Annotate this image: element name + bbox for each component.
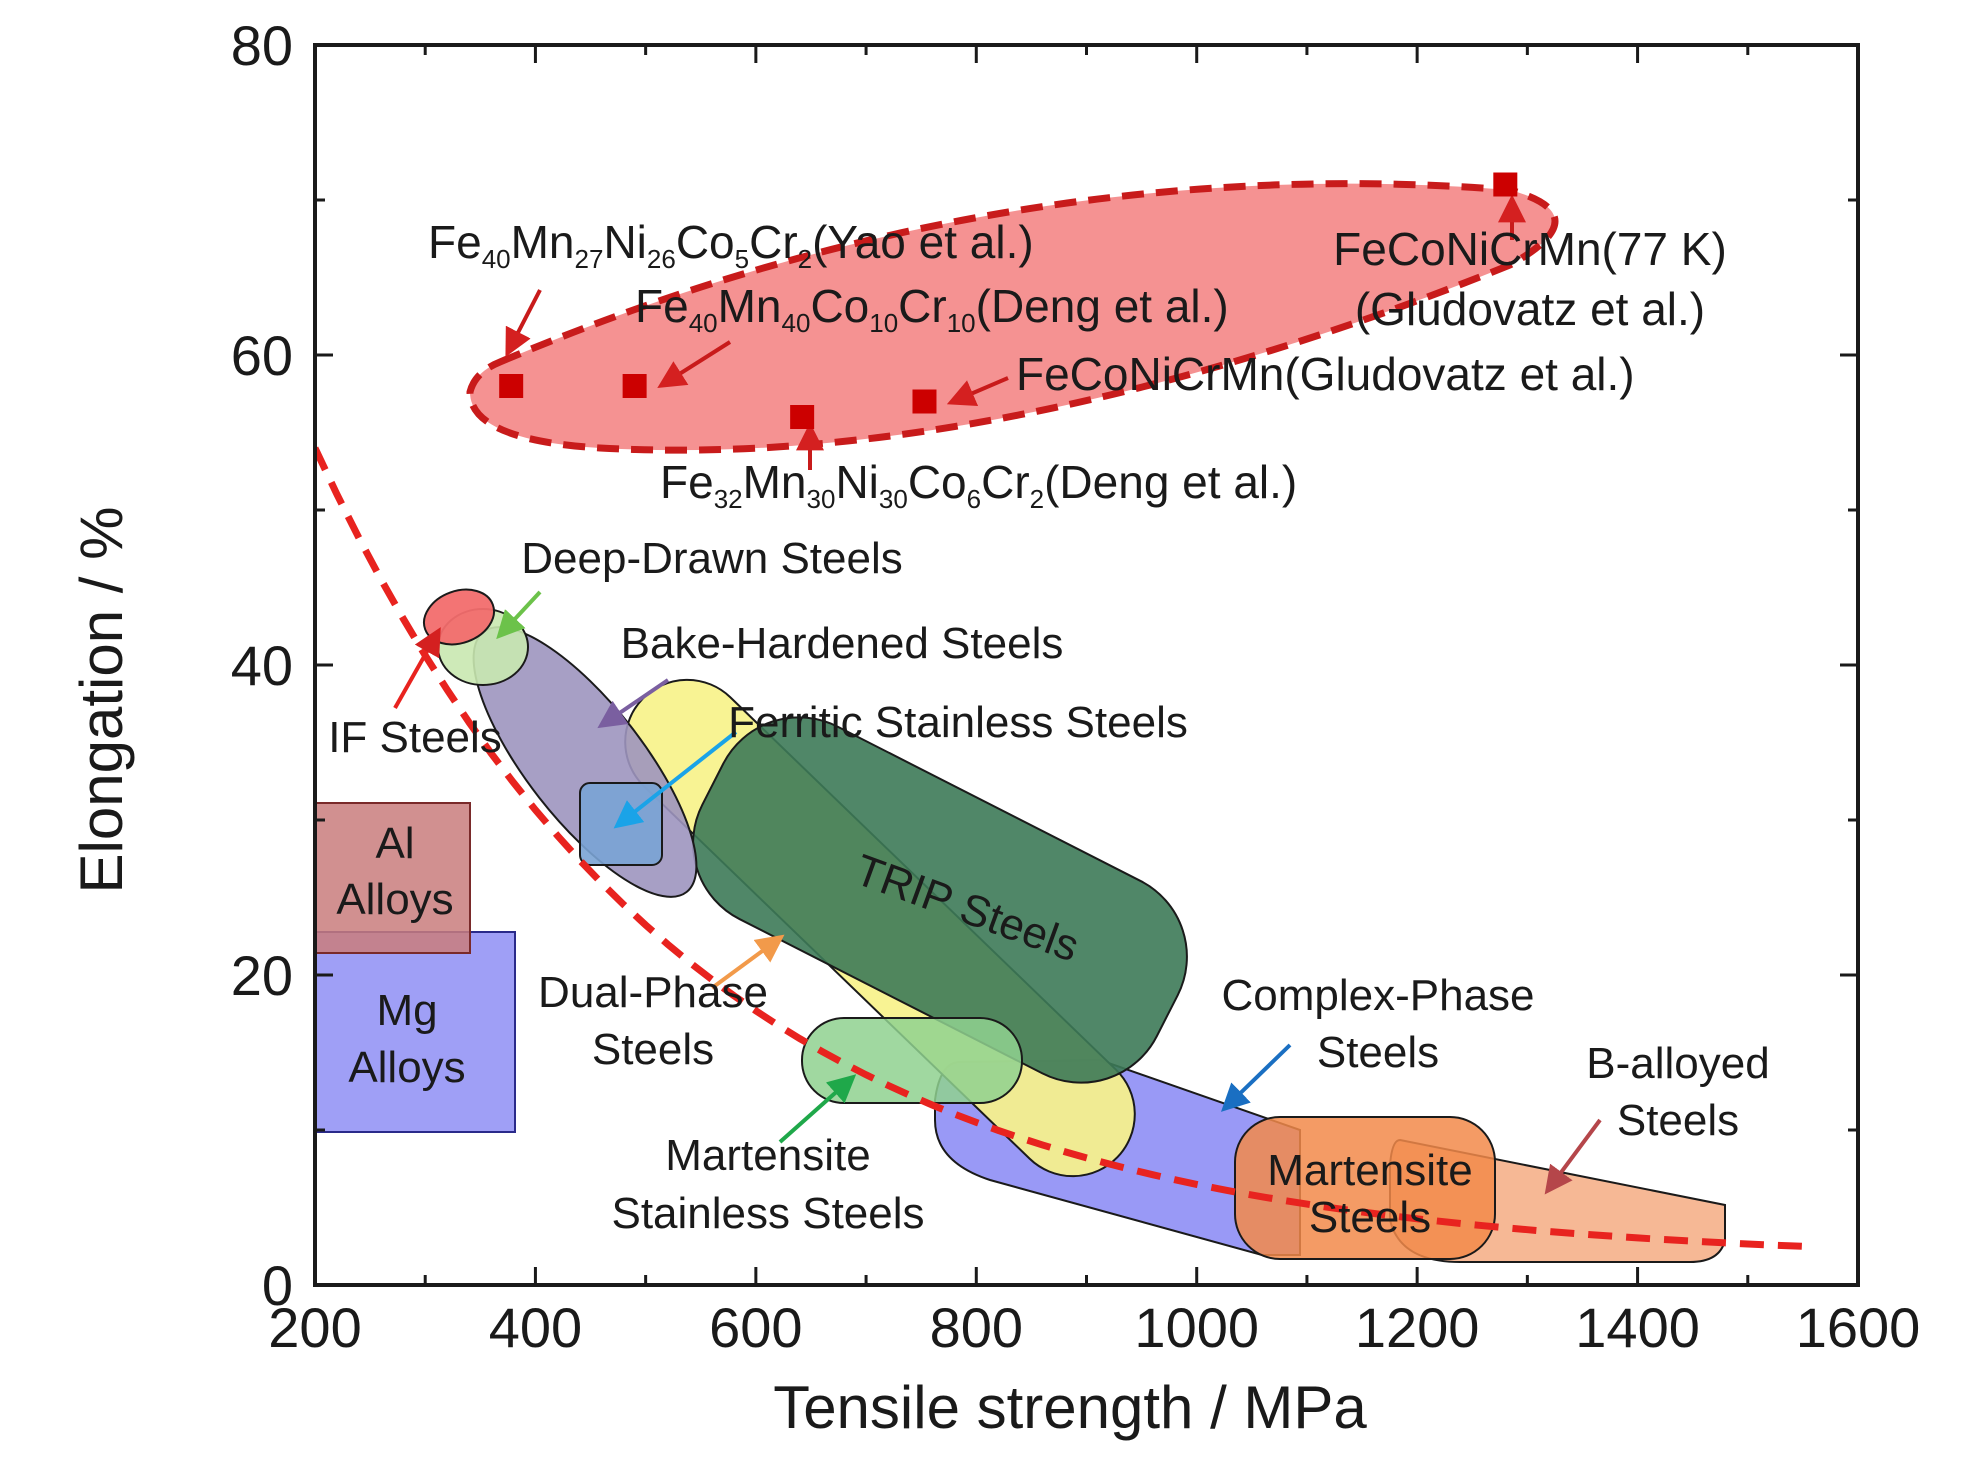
arrow-ferritic-stainless-steels — [613, 730, 738, 829]
label-al-alloys-line1: Al — [375, 819, 414, 868]
arrow-dual-phase-steels — [710, 934, 785, 990]
x-axis: 200 400 600 800 1000 1200 1400 1600 — [268, 45, 1920, 1359]
trend-line — [315, 446, 1815, 1251]
hea-label-yao: Fe40Mn27Ni26Co5Cr2(Yao et al.) — [428, 216, 1034, 274]
label-complex-phase-steels-line1: Complex-Phase — [1221, 971, 1534, 1020]
data-point — [1493, 172, 1518, 197]
region-mg-alloys — [315, 931, 516, 1133]
hea-label-gludovatz-77k-line1: FeCoNiCrMn(77 K) — [1333, 223, 1727, 275]
arrow-b-alloyed-steels — [1544, 1118, 1602, 1195]
arrow-martensite-stainless-steels — [778, 1074, 857, 1144]
label-mg-alloys-line1: Mg — [376, 986, 437, 1035]
label-martensite-stainless-steels-line2: Stainless Steels — [611, 1189, 924, 1238]
data-point — [790, 405, 815, 429]
annotation-arrows — [393, 194, 1602, 1195]
arrow-complex-phase-steels — [1220, 1043, 1292, 1112]
label-ferritic-stainless-steels: Ferritic Stainless Steels — [728, 698, 1188, 747]
label-dual-phase-steels-line1: Dual-Phase — [538, 968, 768, 1017]
label-martensite-steels-line2: Steels — [1309, 1193, 1431, 1242]
data-point — [622, 374, 647, 398]
label-martensite-steels-line1: Martensite — [1267, 1146, 1472, 1195]
hea-label-gludovatz-77k-line2: (Gludovatz et al.) — [1355, 283, 1705, 335]
region-al-alloys — [315, 802, 471, 954]
label-b-alloyed-steels-line2: Steels — [1617, 1096, 1739, 1145]
label-dual-phase-steels-line2: Steels — [592, 1025, 714, 1074]
label-al-alloys-line2: Alloys — [336, 875, 453, 924]
arrow-if-steels — [393, 627, 441, 709]
y-tick-label: 60 — [231, 324, 293, 387]
region-trip-steels — [692, 716, 1188, 1084]
label-deep-drawn-steels: Deep-Drawn Steels — [521, 534, 903, 583]
label-complex-phase-steels-line2: Steels — [1317, 1028, 1439, 1077]
hea-label-deng-2: Fe32Mn30Ni30Co6Cr2(Deng et al.) — [660, 456, 1297, 514]
data-point — [499, 374, 524, 398]
y-tick-label: 20 — [231, 944, 293, 1007]
y-axis-title: Elongation / % — [68, 507, 135, 894]
label-martensite-stainless-steels-line1: Martensite — [665, 1131, 870, 1180]
arrow-hea-2 — [657, 340, 732, 388]
hea-label-deng-1: Fe40Mn40Co10Cr10(Deng et al.) — [635, 280, 1229, 338]
y-tick-label: 0 — [262, 1254, 293, 1317]
regions-layer — [315, 180, 1815, 1263]
hea-label-gludovatz: FeCoNiCrMn(Gludovatz et al.) — [1016, 348, 1635, 400]
x-tick-label: 200 — [268, 1296, 361, 1359]
hea-labels: Fe40Mn27Ni26Co5Cr2(Yao et al.) Fe40Mn40C… — [428, 216, 1727, 514]
region-martensite-steels — [1234, 1116, 1496, 1260]
y-axis: 0 20 40 60 80 — [231, 14, 1858, 1317]
label-mg-alloys-line2: Alloys — [348, 1043, 465, 1092]
x-tick-label: 600 — [709, 1296, 802, 1359]
region-hea — [466, 180, 1559, 454]
data-point — [912, 389, 937, 414]
arrow-deep-drawn-steels — [496, 590, 542, 640]
arrow-bake-hardened-steels — [597, 678, 670, 729]
x-tick-label: 1000 — [1134, 1296, 1259, 1359]
region-labels: IF Steels Deep-Drawn Steels Bake-Hardene… — [328, 534, 1770, 1242]
data-points — [499, 172, 1518, 429]
label-b-alloyed-steels-line1: B-alloyed — [1586, 1039, 1769, 1088]
label-if-steels: IF Steels — [328, 713, 502, 762]
x-tick-label: 800 — [930, 1296, 1023, 1359]
x-tick-label: 1200 — [1355, 1296, 1480, 1359]
label-bake-hardened-steels: Bake-Hardened Steels — [621, 619, 1064, 668]
x-axis-title: Tensile strength / MPa — [773, 1374, 1367, 1441]
x-tick-label: 1600 — [1796, 1296, 1921, 1359]
region-martensite-stainless-steels — [801, 1017, 1023, 1104]
y-tick-label: 80 — [231, 14, 293, 77]
arrow-hea-1 — [505, 289, 542, 357]
x-tick-label: 1400 — [1575, 1296, 1700, 1359]
arrow-hea-4 — [946, 376, 1009, 407]
y-tick-label: 40 — [231, 634, 293, 697]
x-tick-label: 400 — [489, 1296, 582, 1359]
